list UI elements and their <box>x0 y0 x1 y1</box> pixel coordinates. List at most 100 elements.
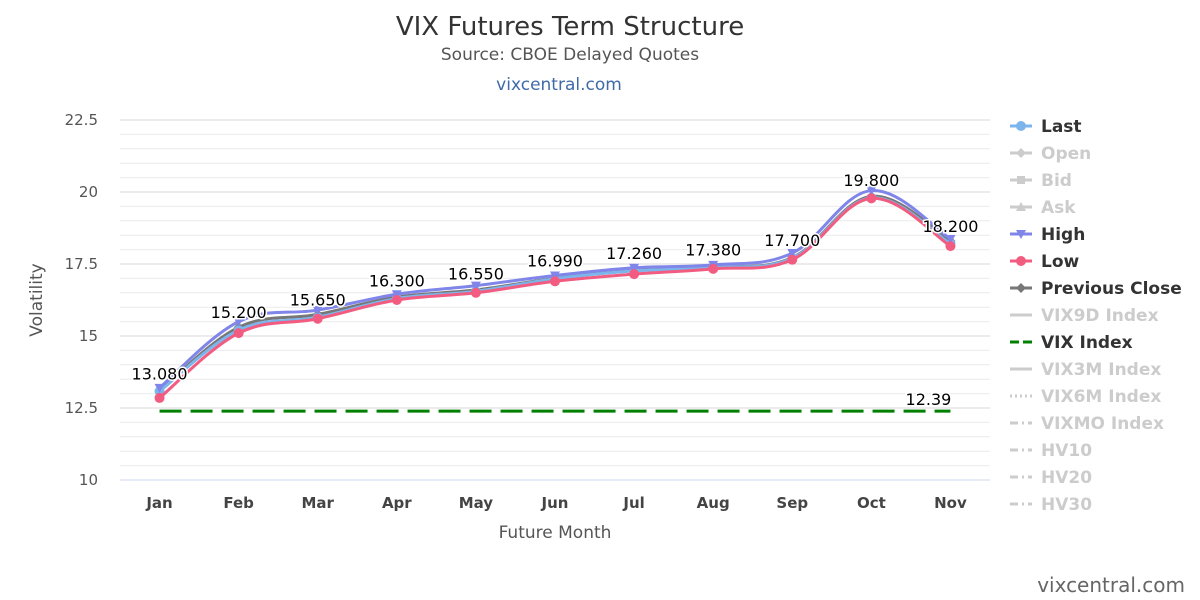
legend-marker <box>1016 121 1026 131</box>
data-label: 16.300 <box>369 272 425 291</box>
legend-item-hv30[interactable]: HV30 <box>1010 495 1092 515</box>
series-layer <box>154 186 956 413</box>
legend-label: HV20 <box>1041 468 1092 488</box>
vixcentral-link[interactable]: vixcentral.com <box>496 75 622 95</box>
legend-label: Previous Close <box>1041 279 1182 299</box>
legend-marker <box>1016 202 1026 211</box>
legend-label: High <box>1041 225 1085 245</box>
legend-item-vixmo-index[interactable]: VIXMO Index <box>1010 414 1164 434</box>
x-tick-label: Jun <box>541 494 569 512</box>
series-line-high <box>158 189 952 389</box>
legend-label: Last <box>1041 117 1082 137</box>
legend-item-ask[interactable]: Ask <box>1010 198 1076 218</box>
data-label: 17.700 <box>764 231 820 250</box>
series-high <box>154 186 956 393</box>
x-tick-label: Feb <box>223 494 254 512</box>
legend-label: VIX Index <box>1041 333 1133 353</box>
point-high <box>550 271 560 281</box>
point-high <box>787 249 798 259</box>
point-high <box>629 263 640 273</box>
legend-marker <box>1017 176 1025 184</box>
legend-item-low[interactable]: Low <box>1010 252 1080 272</box>
point-high <box>312 306 323 316</box>
x-axis-title: Future Month <box>499 523 612 543</box>
chart-title: VIX Futures Term Structure <box>396 12 744 42</box>
legend-item-hv20[interactable]: HV20 <box>1010 468 1092 488</box>
y-tick-label: 22.5 <box>65 111 98 129</box>
legend-label: HV10 <box>1041 441 1092 461</box>
point-low <box>154 392 165 403</box>
legend-item-previous-close[interactable]: Previous Close <box>1010 279 1182 299</box>
point-low <box>391 295 402 305</box>
legend-label: VIX6M Index <box>1041 387 1161 407</box>
x-tick-label: Jul <box>622 494 644 512</box>
legend-marker <box>1016 230 1026 239</box>
data-label: 13.080 <box>132 364 188 383</box>
point-low <box>945 241 956 252</box>
data-labels: 13.080 15.200 15.650 16.300 16.550 16.990 17.2… <box>130 169 980 410</box>
point-low <box>233 328 244 339</box>
legend-label: Open <box>1041 144 1091 164</box>
legend-item-bid[interactable]: Bid <box>1010 171 1072 191</box>
y-tick-label: 17.5 <box>65 255 98 273</box>
point-high <box>154 383 165 393</box>
point-low <box>866 193 877 204</box>
legend-item-open[interactable]: Open <box>1010 144 1091 164</box>
point-high <box>866 186 877 196</box>
legend-item-vix9d-index[interactable]: VIX9D Index <box>1010 306 1159 326</box>
point-high <box>233 317 244 327</box>
point-low <box>550 276 560 287</box>
point-low <box>470 287 481 298</box>
legend-label: Ask <box>1041 198 1076 218</box>
data-label: 17.380 <box>685 240 741 259</box>
y-tick-label: 15 <box>79 327 98 345</box>
y-tick-label: 12.5 <box>65 399 98 417</box>
data-label: 15.200 <box>211 303 267 322</box>
legend-item-hv10[interactable]: HV10 <box>1010 441 1092 461</box>
x-tick-label: Nov <box>934 494 967 512</box>
x-tick-label: Aug <box>697 494 730 512</box>
x-axis: Jan Feb Mar Apr May Jun Jul Aug Sep Oct Nov <box>120 479 990 512</box>
data-label: 16.990 <box>527 252 583 271</box>
point-high <box>470 281 481 291</box>
x-tick-label: Oct <box>857 494 886 512</box>
series-low <box>154 193 956 403</box>
y-tick-label: 10 <box>79 471 98 489</box>
series-line-low <box>158 196 952 400</box>
legend-item-vix3m-index[interactable]: VIX3M Index <box>1010 360 1161 380</box>
point-low <box>629 269 640 280</box>
data-label: 19.800 <box>843 171 899 190</box>
legend-item-high[interactable]: High <box>1010 225 1085 245</box>
legend-marker <box>1016 256 1026 266</box>
point-low <box>787 254 798 265</box>
legend-item-vix6m-index[interactable]: VIX6M Index <box>1010 387 1161 407</box>
x-tick-label: Jan <box>145 494 172 512</box>
data-label: 15.650 <box>290 290 346 309</box>
legend-label: HV30 <box>1041 495 1092 515</box>
y-axis: 10 12.5 15 17.5 20 22.5 <box>65 111 98 489</box>
credit-text: vixcentral.com <box>1037 573 1185 597</box>
legend-item-vix-index[interactable]: VIX Index <box>1010 333 1133 353</box>
legend-label: Bid <box>1041 171 1072 191</box>
legend: Last Open Bid Ask High Low Previous Close VIX9D… <box>1010 117 1182 515</box>
x-tick-label: May <box>459 494 494 512</box>
x-tick-label: Sep <box>776 494 808 512</box>
legend-label: Low <box>1041 252 1080 272</box>
legend-label: VIXMO Index <box>1041 414 1164 434</box>
data-label: 17.260 <box>606 244 662 263</box>
legend-marker <box>1016 283 1026 293</box>
point-low <box>708 263 719 274</box>
x-tick-label: Mar <box>302 494 335 512</box>
chart-subtitle: Source: CBOE Delayed Quotes <box>441 45 699 65</box>
x-tick-label: Apr <box>382 494 412 512</box>
point-low <box>312 313 323 324</box>
legend-item-last[interactable]: Last <box>1010 117 1082 137</box>
data-label: 18.200 <box>922 217 978 236</box>
point-high <box>945 234 956 244</box>
point-high <box>391 290 402 300</box>
legend-marker <box>1016 148 1026 158</box>
y-axis-title: Volatility <box>27 263 47 336</box>
vix-data-label: 12.39 <box>906 390 952 409</box>
data-label: 16.550 <box>448 264 504 283</box>
